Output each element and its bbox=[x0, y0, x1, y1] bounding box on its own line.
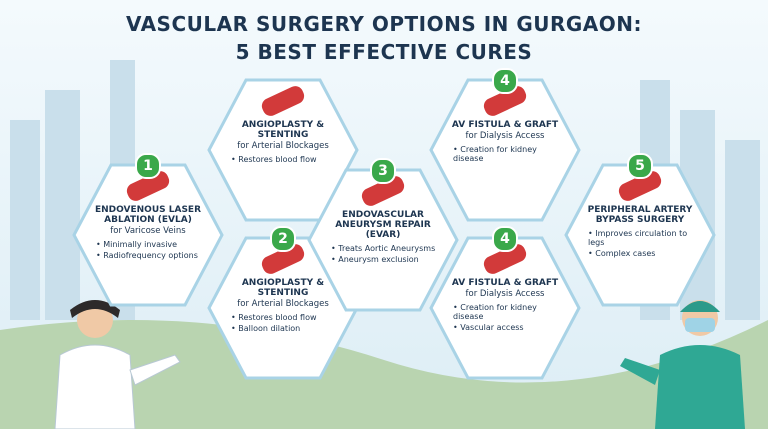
badge: 2 bbox=[270, 226, 296, 252]
card-title: ANGIOPLASTY & STENTING bbox=[241, 120, 325, 140]
bullet: Creation for kidney disease bbox=[453, 303, 561, 321]
arm bbox=[129, 354, 181, 386]
bullet-list: Creation for kidney disease bbox=[453, 145, 561, 163]
bullet: Treats Aortic Aneurysms bbox=[331, 244, 439, 253]
card-title: ENDOVENOUS LASER ABLATION (EVLA) bbox=[94, 205, 202, 225]
bullet-list: Creation for kidney disease Vascular acce… bbox=[453, 303, 561, 332]
badge: 1 bbox=[135, 153, 161, 179]
card-text: ENDOVENOUS LASER ABLATION (EVLA) for Vari… bbox=[92, 205, 204, 262]
card-text: ANGIOPLASTY & STENTING for Arterial Block… bbox=[227, 278, 339, 335]
bullet: Aneurysm exclusion bbox=[331, 255, 439, 264]
card-title: AV FISTULA & GRAFT bbox=[451, 278, 559, 288]
card-subtitle: for Dialysis Access bbox=[465, 289, 545, 299]
badge: 3 bbox=[370, 158, 396, 184]
title-line: 5 BEST EFFECTIVE CURES bbox=[235, 40, 533, 64]
card-subtitle: for Arterial Blockages bbox=[237, 141, 329, 151]
bullet-list: Restores blood flow bbox=[231, 155, 339, 164]
hair bbox=[70, 300, 120, 318]
card-title: ENDOVASCULAR ANEURYSM REPAIR (EVAR) bbox=[335, 210, 431, 240]
icon bbox=[483, 86, 527, 116]
card-text: PERIPHERAL ARTERY BYPASS SURGERY Improves… bbox=[584, 205, 696, 260]
card-title: ANGIOPLASTY & STENTING bbox=[241, 278, 325, 298]
icon bbox=[618, 171, 662, 201]
bullet: Radiofrequency options bbox=[96, 251, 204, 260]
building bbox=[725, 140, 760, 320]
icon bbox=[361, 176, 405, 206]
badge: 4 bbox=[492, 226, 518, 252]
icon bbox=[126, 171, 170, 201]
hexagon bbox=[207, 78, 359, 222]
bullet-list: Improves circulation to legs Complex case… bbox=[588, 229, 696, 258]
card-subtitle: for Dialysis Access bbox=[465, 131, 545, 141]
arm bbox=[620, 358, 660, 385]
scrubs bbox=[655, 345, 745, 429]
building bbox=[45, 90, 80, 320]
bullet: Minimally invasive bbox=[96, 240, 204, 249]
bullet: Creation for kidney disease bbox=[453, 145, 561, 163]
badge: 5 bbox=[627, 153, 653, 179]
card-shapes bbox=[72, 78, 716, 380]
building bbox=[10, 120, 40, 320]
head bbox=[77, 302, 113, 338]
mask bbox=[685, 318, 715, 332]
icon bbox=[261, 86, 305, 116]
icon bbox=[261, 244, 305, 274]
surgeon bbox=[620, 300, 745, 429]
title-line: VASCULAR SURGERY OPTIONS IN GURGAON: bbox=[125, 12, 643, 36]
hexagon bbox=[307, 168, 459, 312]
cap bbox=[680, 301, 720, 312]
bullet: Restores blood flow bbox=[231, 155, 339, 164]
card-title: PERIPHERAL ARTERY BYPASS SURGERY bbox=[587, 205, 693, 225]
card-subtitle: for Varicose Veins bbox=[110, 226, 186, 236]
bullet: Balloon dilation bbox=[231, 324, 339, 333]
card-subtitle: for Arterial Blockages bbox=[237, 299, 329, 309]
bullet-list: Minimally invasive Radiofrequency options bbox=[96, 240, 204, 260]
bullet: Complex cases bbox=[588, 249, 696, 258]
hexagon bbox=[72, 163, 224, 307]
card-text: ANGIOPLASTY & STENTING for Arterial Block… bbox=[227, 120, 339, 166]
bullet: Improves circulation to legs bbox=[588, 229, 696, 247]
bullet: Vascular access bbox=[453, 323, 561, 332]
card-text: ENDOVASCULAR ANEURYSM REPAIR (EVAR) Treat… bbox=[327, 210, 439, 266]
bullet: Restores blood flow bbox=[231, 313, 339, 322]
badge: 4 bbox=[492, 68, 518, 94]
coat bbox=[54, 344, 136, 429]
bullet-list: Restores blood flow Balloon dilation bbox=[231, 313, 339, 333]
card-title: AV FISTULA & GRAFT bbox=[451, 120, 559, 130]
bullet-list: Treats Aortic Aneurysms Aneurysm exclusio… bbox=[331, 244, 439, 264]
ground bbox=[0, 320, 768, 429]
icon bbox=[483, 244, 527, 274]
doctor bbox=[54, 300, 181, 429]
